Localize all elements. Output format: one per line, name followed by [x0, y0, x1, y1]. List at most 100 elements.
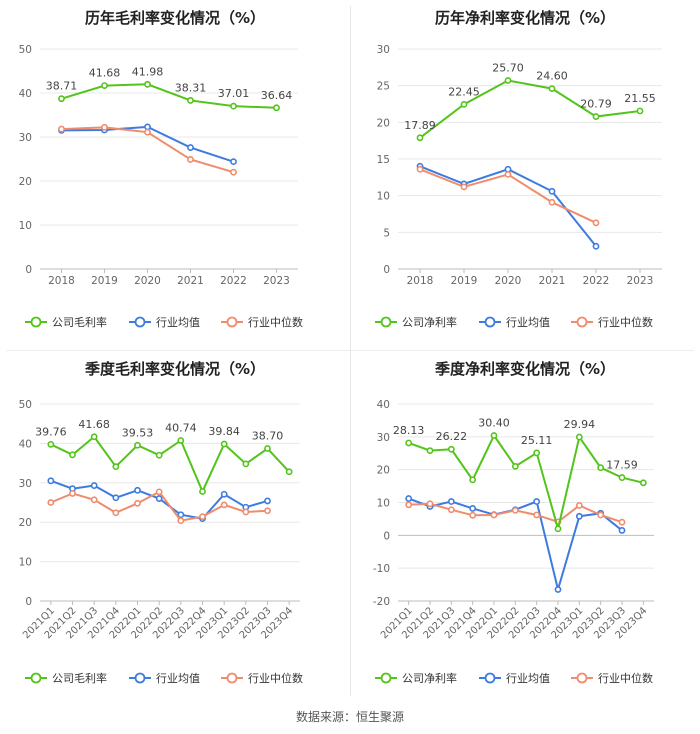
- data-point-company: [504, 77, 512, 84]
- data-label: 20.79: [580, 98, 612, 111]
- data-point-company: [469, 476, 477, 484]
- data-point-industry_median: [533, 511, 541, 519]
- data-point-company: [242, 460, 250, 468]
- data-point-company: [592, 113, 600, 120]
- series-line-company: [419, 79, 641, 139]
- data-point-industry_avg: [47, 477, 55, 485]
- data-label: 40.74: [165, 421, 197, 434]
- data-point-company: [90, 433, 98, 441]
- data-label: 22.45: [448, 85, 480, 98]
- data-point-industry_median: [575, 502, 583, 509]
- series-line-company: [61, 83, 277, 109]
- data-point-industry_avg: [177, 511, 185, 519]
- data-point-industry_median: [134, 499, 141, 507]
- legend-label: 行业中位数: [598, 671, 653, 685]
- legend-item: 公司净利率: [375, 671, 457, 685]
- legend-item: 行业均值: [129, 672, 200, 685]
- data-point-industry_avg: [112, 494, 120, 502]
- data-point-industry_median: [511, 506, 519, 514]
- data-point-industry_avg: [592, 242, 600, 250]
- data-point-company: [264, 445, 271, 452]
- data-label: 38.71: [46, 80, 78, 93]
- y-tick-label: 0: [383, 530, 390, 542]
- data-point-company: [58, 95, 65, 103]
- data-point-industry_median: [548, 198, 556, 206]
- data-point-industry_avg: [90, 482, 98, 489]
- legend-swatch-marker: [576, 672, 588, 684]
- y-tick-label: 0: [25, 264, 32, 276]
- series-line-industry_avg: [419, 165, 597, 247]
- y-tick-label: 0: [25, 596, 32, 608]
- data-point-industry_median: [618, 518, 626, 526]
- x-tick-label: 2018: [407, 275, 434, 287]
- data-point-industry_avg: [469, 505, 477, 512]
- data-point-company: [416, 134, 424, 142]
- data-point-industry_avg: [618, 527, 626, 534]
- x-tick-label: 2021: [539, 275, 566, 287]
- y-tick-label: 10: [19, 220, 32, 232]
- chart-panel-4: 季度净利率变化情况（%）-20-100102030402021Q12021Q22…: [373, 360, 654, 685]
- data-point-industry_median: [144, 128, 151, 136]
- data-point-industry_median: [447, 506, 455, 514]
- data-point-company: [47, 440, 55, 448]
- y-tick-label: -10: [373, 563, 390, 575]
- data-point-company: [511, 462, 519, 470]
- chart-panel-3: 季度毛利率变化情况（%）010203040502021Q12021Q22021Q…: [19, 360, 303, 685]
- data-label: 28.13: [393, 424, 425, 437]
- data-point-industry_median: [426, 500, 434, 508]
- y-tick-label: 5: [383, 227, 390, 239]
- data-point-company: [177, 437, 185, 444]
- data-label: 29.94: [564, 418, 596, 431]
- y-tick-label: 0: [383, 264, 390, 276]
- data-label: 17.89: [404, 119, 436, 132]
- data-point-industry_median: [242, 508, 250, 516]
- data-point-industry_median: [592, 219, 600, 227]
- y-tick-label: 40: [19, 438, 32, 450]
- legend-label: 行业中位数: [248, 315, 303, 329]
- panel-divider-vertical: [350, 6, 351, 696]
- data-point-company: [554, 525, 562, 533]
- legend-item: 行业均值: [129, 316, 200, 329]
- x-tick-label: 2020: [134, 275, 161, 287]
- data-label: 37.01: [218, 87, 250, 100]
- data-point-company: [618, 474, 626, 481]
- legend-item: 公司毛利率: [25, 671, 107, 685]
- data-point-company: [220, 440, 228, 448]
- data-point-industry_median: [155, 488, 163, 496]
- data-label: 39.76: [35, 425, 67, 438]
- x-tick-label: 2020: [495, 275, 522, 287]
- data-point-industry_median: [112, 509, 120, 517]
- legend-label: 行业中位数: [248, 671, 303, 685]
- y-tick-label: 30: [377, 432, 390, 444]
- data-label: 39.84: [208, 425, 240, 438]
- data-point-company: [460, 100, 468, 108]
- legend-swatch-marker: [226, 672, 238, 684]
- legend-swatch-marker: [380, 316, 392, 328]
- data-label: 39.53: [122, 426, 154, 439]
- data-label: 38.31: [175, 81, 207, 94]
- data-point-industry_avg: [554, 586, 562, 593]
- data-label: 26.22: [436, 430, 468, 443]
- data-point-industry_avg: [144, 123, 151, 131]
- legend-label: 行业中位数: [598, 315, 653, 329]
- data-label: 38.70: [252, 430, 284, 443]
- chart-title: 季度毛利率变化情况（%）: [85, 360, 265, 378]
- data-point-company: [285, 468, 293, 476]
- data-point-industry_median: [504, 170, 512, 178]
- y-tick-label: -20: [373, 596, 390, 608]
- y-tick-label: 30: [19, 132, 32, 144]
- legend-swatch-marker: [134, 672, 146, 684]
- chart-title: 历年毛利率变化情况（%）: [85, 9, 265, 27]
- y-tick-label: 50: [19, 44, 32, 56]
- data-label: 41.98: [132, 65, 164, 78]
- y-tick-label: 40: [19, 88, 32, 100]
- data-point-industry_avg: [405, 495, 413, 502]
- data-point-industry_avg: [548, 187, 556, 195]
- data-point-company: [230, 102, 237, 110]
- x-tick-label: 2022: [220, 275, 247, 287]
- data-point-company: [447, 445, 455, 453]
- data-point-company: [636, 107, 644, 115]
- legend-label: 公司毛利率: [52, 671, 107, 685]
- data-point-industry_avg: [447, 498, 455, 505]
- data-label: 24.60: [536, 70, 568, 83]
